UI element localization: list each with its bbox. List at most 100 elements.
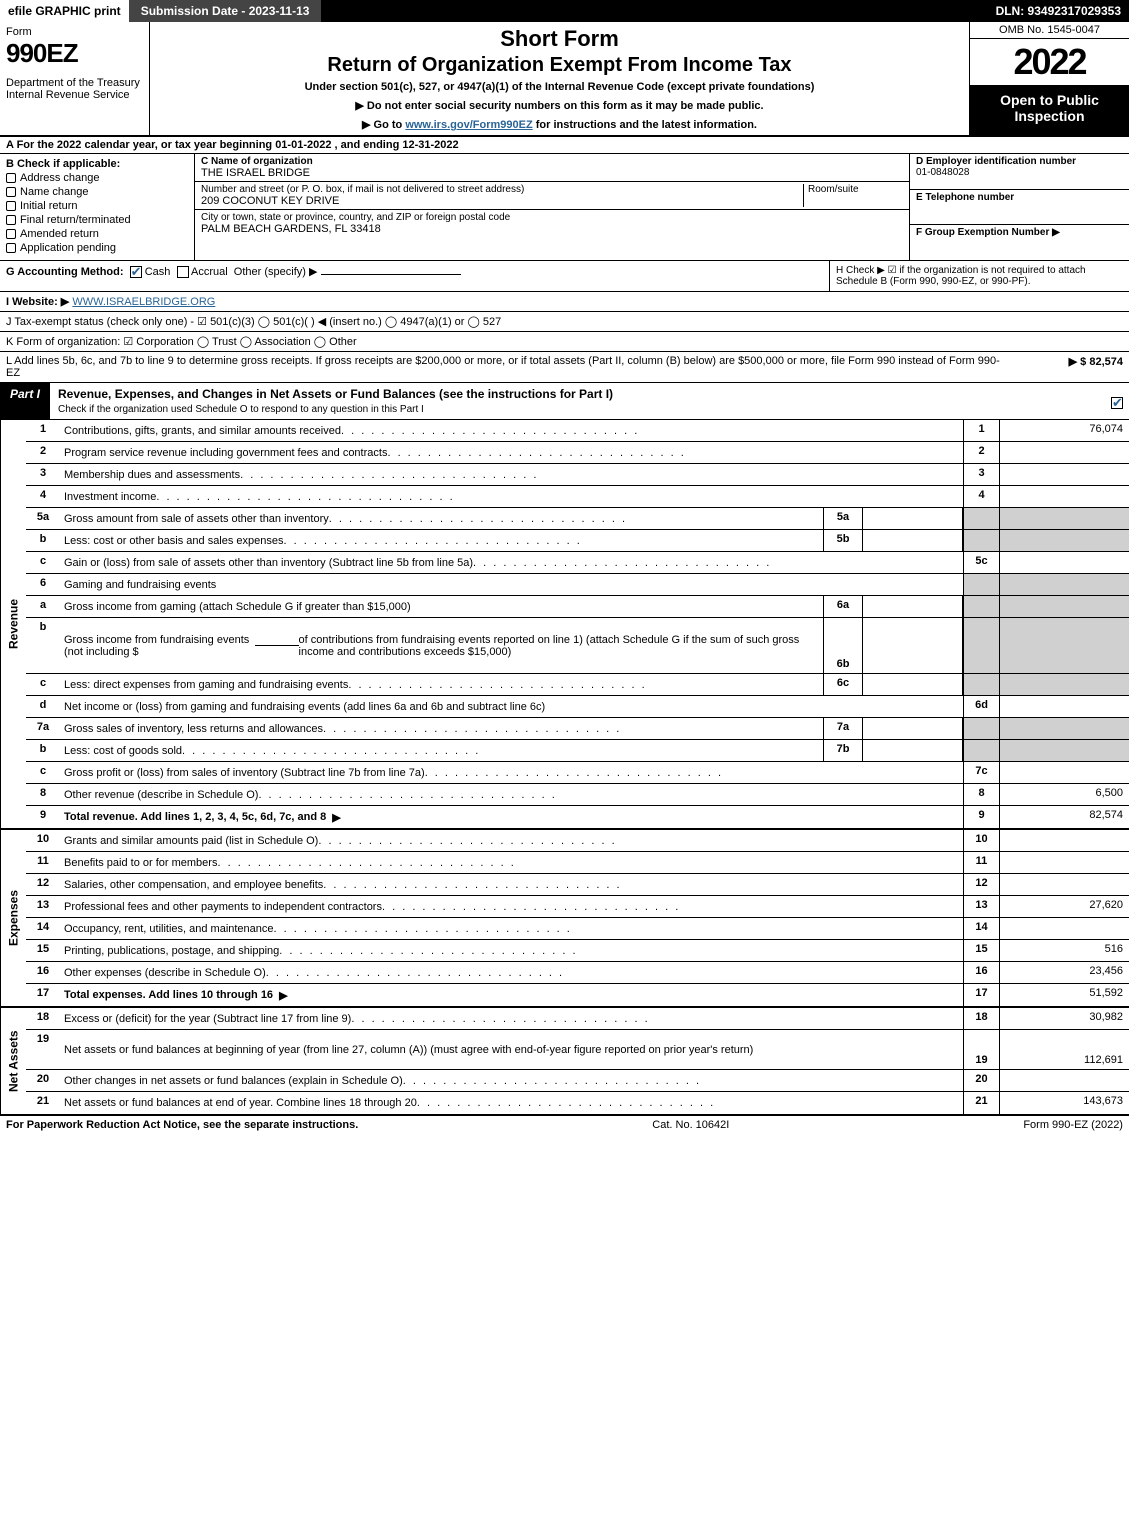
line-18: 18 Excess or (deficit) for the year (Sub… [26,1008,1129,1030]
irs-link[interactable]: www.irs.gov/Form990EZ [405,119,532,131]
l6c-amt-shaded [999,674,1129,695]
l12-ln: 12 [963,874,999,895]
l8-num: 8 [26,784,60,805]
l6c-ival [863,674,963,695]
l6a-ival [863,596,963,617]
website-link[interactable]: WWW.ISRAELBRIDGE.ORG [72,296,215,308]
tax-year: 2022 [970,39,1129,86]
l6d-ln: 6d [963,696,999,717]
l6b-inum: 6b [823,618,863,673]
net-assets-body: 18 Excess or (deficit) for the year (Sub… [26,1008,1129,1114]
l6b-blank[interactable] [255,645,299,646]
line-4: 4 Investment income 4 [26,486,1129,508]
l8-ln: 8 [963,784,999,805]
line-6c: c Less: direct expenses from gaming and … [26,674,1129,696]
form-word: Form [6,26,143,38]
part1-header: Part I Revenue, Expenses, and Changes in… [0,383,1129,420]
efile-label[interactable]: efile GRAPHIC print [0,0,129,22]
chk-final-return-label: Final return/terminated [20,214,131,226]
l6c-num: c [26,674,60,695]
line-7b: b Less: cost of goods sold 7b [26,740,1129,762]
l18-ln: 18 [963,1008,999,1029]
l9-desc-wrap: Total revenue. Add lines 1, 2, 3, 4, 5c,… [60,806,963,828]
chk-application-pending[interactable]: Application pending [6,242,188,254]
l17-arrow-icon: ▶ [279,989,287,1002]
dln-label: DLN: 93492317029353 [988,0,1129,22]
l19-num: 19 [26,1030,60,1069]
l7c-ln: 7c [963,762,999,783]
form-subtitle: Under section 501(c), 527, or 4947(a)(1)… [158,81,961,93]
footer-left: For Paperwork Reduction Act Notice, see … [6,1119,358,1131]
l9-num: 9 [26,806,60,828]
chk-amended-return[interactable]: Amended return [6,228,188,240]
form-of-org: K Form of organization: ☑ Corporation ◯ … [0,332,1129,352]
e-label: E Telephone number [916,192,1014,203]
line-10: 10 Grants and similar amounts paid (list… [26,830,1129,852]
b-label: B Check if applicable: [6,158,120,170]
l5c-ln: 5c [963,552,999,573]
l7a-ln-shaded [963,718,999,739]
chk-name-change[interactable]: Name change [6,186,188,198]
l21-amt: 143,673 [999,1092,1129,1114]
l6-ln-shaded [963,574,999,595]
l10-desc: Grants and similar amounts paid (list in… [60,830,963,851]
chk-address-change-label: Address change [20,172,100,184]
chk-cash[interactable] [130,266,142,278]
other-label: Other (specify) ▶ [234,266,318,278]
chk-final-return[interactable]: Final return/terminated [6,214,188,226]
revenue-body: 1 Contributions, gifts, grants, and simi… [26,420,1129,828]
part1-title-block: Revenue, Expenses, and Changes in Net As… [50,383,1105,419]
l4-ln: 4 [963,486,999,507]
l7b-amt-shaded [999,740,1129,761]
other-specify-input[interactable] [321,274,461,275]
l21-desc: Net assets or fund balances at end of ye… [60,1092,963,1114]
chk-accrual[interactable] [177,266,189,278]
l16-ln: 16 [963,962,999,983]
accrual-label: Accrual [191,266,228,278]
l-amount: ▶ $ 82,574 [1003,355,1123,379]
l13-ln: 13 [963,896,999,917]
cash-label: Cash [145,266,171,278]
group-exemption-cell: F Group Exemption Number ▶ [910,225,1129,260]
l6d-amt [999,696,1129,717]
line-13: 13 Professional fees and other payments … [26,896,1129,918]
c-label: C Name of organization [201,156,313,167]
l1-amt: 76,074 [999,420,1129,441]
room-suite: Room/suite [803,184,903,207]
line-8: 8 Other revenue (describe in Schedule O)… [26,784,1129,806]
part1-subtitle: Check if the organization used Schedule … [58,404,424,415]
instr2-pre: ▶ Go to [362,119,405,131]
omb-number: OMB No. 1545-0047 [970,22,1129,39]
part1-check[interactable] [1105,383,1129,419]
line-5c: c Gain or (loss) from sale of assets oth… [26,552,1129,574]
dept-line1: Department of the Treasury [6,77,143,89]
org-name-row: C Name of organization THE ISRAEL BRIDGE [195,154,909,182]
ein-cell: D Employer identification number 01-0848… [910,154,1129,190]
l7c-num: c [26,762,60,783]
line-20: 20 Other changes in net assets or fund b… [26,1070,1129,1092]
l4-amt [999,486,1129,507]
l13-amt: 27,620 [999,896,1129,917]
l16-num: 16 [26,962,60,983]
l2-num: 2 [26,442,60,463]
addr-row: Number and street (or P. O. box, if mail… [195,182,909,210]
chk-address-change[interactable]: Address change [6,172,188,184]
f-label: F Group Exemption Number ▶ [916,227,1060,238]
l5a-ival [863,508,963,529]
addr-label: Number and street (or P. O. box, if mail… [201,184,524,195]
line-6d: d Net income or (loss) from gaming and f… [26,696,1129,718]
l5c-num: c [26,552,60,573]
l17-ln: 17 [963,984,999,1006]
l5b-inum: 5b [823,530,863,551]
chk-amended-return-label: Amended return [20,228,99,240]
l20-num: 20 [26,1070,60,1091]
tax-exempt-status: J Tax-exempt status (check only one) - ☑… [0,312,1129,332]
instr2-post: for instructions and the latest informat… [533,119,757,131]
l5b-amt-shaded [999,530,1129,551]
line-5a: 5a Gross amount from sale of assets othe… [26,508,1129,530]
chk-initial-return[interactable]: Initial return [6,200,188,212]
l11-desc: Benefits paid to or for members [60,852,963,873]
l15-amt: 516 [999,940,1129,961]
line-12: 12 Salaries, other compensation, and emp… [26,874,1129,896]
section-a: A For the 2022 calendar year, or tax yea… [0,137,1129,154]
